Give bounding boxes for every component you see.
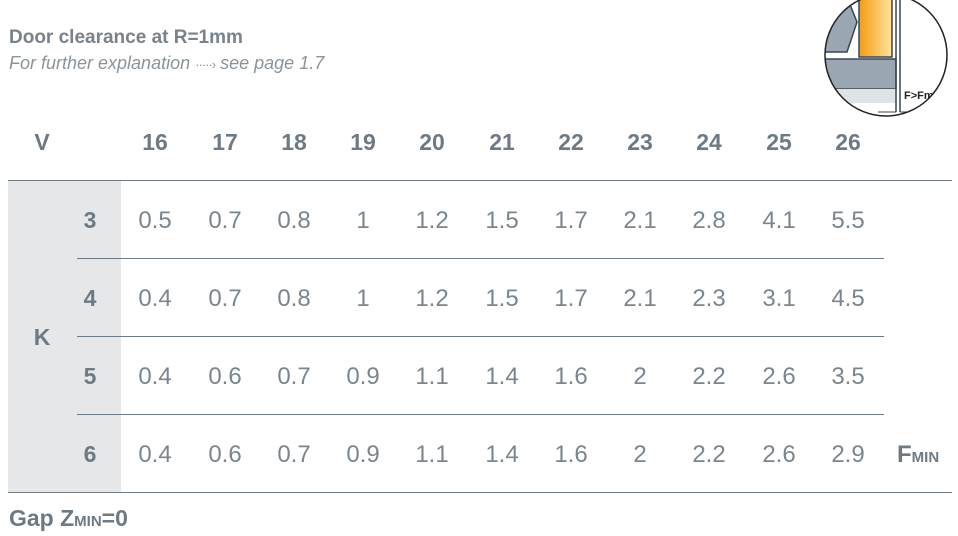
- table-cell: 2.1: [623, 207, 657, 234]
- column-header: 20: [419, 129, 445, 155]
- row-divider: [77, 336, 884, 337]
- table-cell: 0.6: [208, 363, 242, 390]
- gap-suffix: =0: [101, 505, 128, 531]
- table-bottom-rule: [8, 492, 952, 493]
- column-axis-label: V: [34, 129, 50, 155]
- table-cell: 1.7: [554, 207, 588, 234]
- row-header: 6: [83, 441, 97, 467]
- column-header: 22: [558, 129, 584, 155]
- row-divider: [77, 258, 884, 259]
- table-cell: 3.5: [831, 363, 865, 390]
- table-cell: 1: [356, 285, 370, 312]
- dotted-arrow-icon: ·····›: [195, 57, 216, 72]
- row-header: 3: [83, 207, 97, 233]
- column-header: 18: [281, 129, 307, 155]
- table-cell: 0.9: [346, 363, 380, 390]
- subtitle-text: For further explanation: [9, 53, 191, 73]
- column-header: 16: [142, 129, 168, 155]
- table-cell: 2.9: [831, 441, 865, 468]
- column-header: 17: [212, 129, 238, 155]
- column-header: 21: [489, 129, 515, 155]
- table-cell: 2.1: [623, 285, 657, 312]
- hinge-clearance-diagram: F>Fmin: [824, 0, 948, 117]
- table-cell: 0.5: [138, 207, 172, 234]
- table-cell: 1: [356, 207, 370, 234]
- table-cell: 1.4: [485, 441, 519, 468]
- column-header: 23: [627, 129, 653, 155]
- column-header: 24: [696, 129, 722, 155]
- table-cell: 4.5: [831, 285, 865, 312]
- gap-main: Gap Z: [9, 505, 75, 531]
- table-cell: 1.2: [415, 285, 449, 312]
- table-cell: 0.7: [208, 285, 242, 312]
- gap-note: Gap ZMIN=0: [9, 505, 128, 532]
- table-cell: 0.8: [277, 285, 311, 312]
- table-cell: 2.8: [692, 207, 726, 234]
- table-cell: 0.6: [208, 441, 242, 468]
- subtitle: For further explanation ·····› see page …: [9, 53, 324, 74]
- table-cell: 1.5: [485, 285, 519, 312]
- table-cell: 2.2: [692, 441, 726, 468]
- table-cell: 2.3: [692, 285, 726, 312]
- table-cell: 0.4: [138, 441, 172, 468]
- table-cell: 2: [633, 441, 647, 468]
- table-cell: 2: [633, 363, 647, 390]
- page-title: Door clearance at R=1mm: [9, 27, 243, 48]
- table-cell: 0.8: [277, 207, 311, 234]
- column-header: 25: [766, 129, 792, 155]
- table-cell: 1.1: [415, 441, 449, 468]
- table-cell: 1.5: [485, 207, 519, 234]
- table-cell: 1.2: [415, 207, 449, 234]
- table-cell: 0.4: [138, 285, 172, 312]
- table-cell: 0.7: [208, 207, 242, 234]
- row-divider: [77, 414, 884, 415]
- table-cell: 1.7: [554, 285, 588, 312]
- row-header: 4: [83, 285, 97, 311]
- page-reference-link[interactable]: see page 1.7: [220, 53, 325, 73]
- table-cell: 2.2: [692, 363, 726, 390]
- table-cell: 0.4: [138, 363, 172, 390]
- table-cell: 1.6: [554, 363, 588, 390]
- fmin-sub: MIN: [911, 449, 940, 466]
- row-axis-label: K: [33, 324, 51, 350]
- table-cell: 1.1: [415, 363, 449, 390]
- row-header: 5: [83, 363, 97, 389]
- diagram-label: F>Fmin: [904, 90, 944, 102]
- table-cell: 0.7: [277, 441, 311, 468]
- table-cell: 2.6: [762, 441, 796, 468]
- table-top-rule: [8, 180, 952, 181]
- table-cell: 3.1: [762, 285, 796, 312]
- table-cell: 0.9: [346, 441, 380, 468]
- table-cell: 5.5: [831, 207, 865, 234]
- gap-sub: MIN: [74, 513, 102, 530]
- fmin-main: F: [897, 441, 912, 468]
- table-cell: 4.1: [762, 207, 796, 234]
- column-header: 26: [835, 129, 861, 155]
- table-cell: 1.4: [485, 363, 519, 390]
- column-header: 19: [350, 129, 376, 155]
- table-cell: 2.6: [762, 363, 796, 390]
- fmin-label: FMIN: [897, 441, 939, 469]
- table-cell: 1.6: [554, 441, 588, 468]
- table-cell: 0.7: [277, 363, 311, 390]
